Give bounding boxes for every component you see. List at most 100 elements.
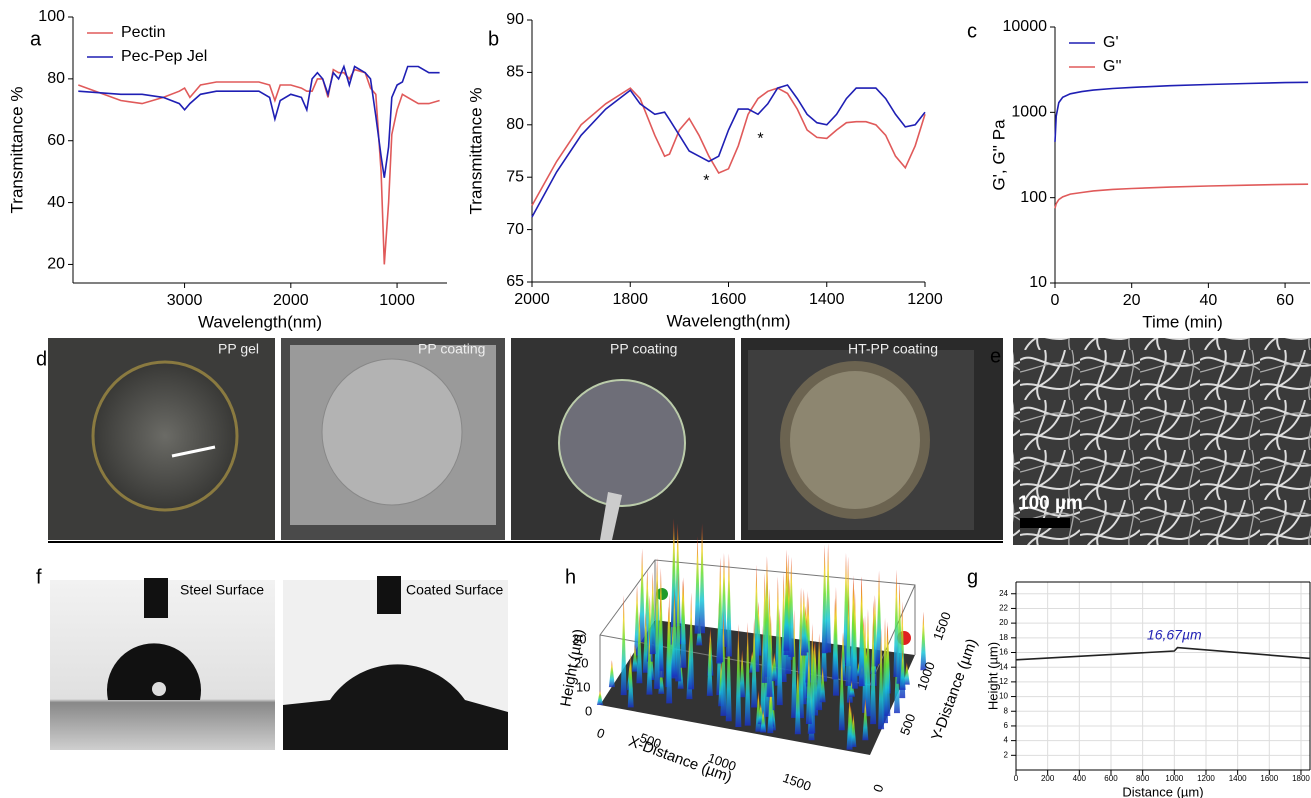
- surface-spike: [920, 611, 927, 671]
- surface-spike: [608, 660, 615, 688]
- photo-caption: HT-PP coating: [848, 341, 938, 357]
- y-tick-label: 80: [506, 116, 524, 133]
- x-tick-label: 0: [1014, 774, 1019, 783]
- needle: [377, 576, 401, 614]
- y-tick-label: 12: [999, 677, 1008, 686]
- panel-label: f: [36, 566, 42, 588]
- panel-label: c: [967, 20, 977, 42]
- series-line: [531, 84, 926, 218]
- surface-spike: [832, 597, 839, 680]
- surface-spike: [776, 608, 783, 706]
- surface-spike: [783, 565, 790, 651]
- surface-spike: [649, 572, 656, 655]
- y-tick-label: 100: [38, 8, 65, 25]
- photo-caption: Steel Surface: [180, 582, 264, 598]
- surface-spike: [720, 610, 727, 716]
- surface-spike: [739, 649, 746, 698]
- tweezers: [600, 492, 622, 540]
- panel-label: b: [488, 28, 499, 50]
- surface-spike: [761, 573, 768, 683]
- surface-spike: [862, 615, 869, 713]
- x-tick-label: 200: [1041, 774, 1055, 783]
- x-tick-label: 20: [1123, 292, 1141, 309]
- surface-spike: [896, 581, 903, 684]
- surface-spike: [688, 592, 695, 690]
- surface-spike: [639, 548, 646, 643]
- x-tick-label: 40: [1199, 292, 1217, 309]
- y-tick-label: 8: [1004, 706, 1009, 715]
- surface-spike: [805, 596, 812, 683]
- sem-image: [1013, 338, 1311, 545]
- surface-spike: [670, 518, 677, 628]
- y-tick-label: 100: [1020, 189, 1047, 206]
- surface-spike: [627, 652, 634, 708]
- surface-spike: [870, 617, 877, 725]
- x-tick-label: 1000: [379, 292, 415, 309]
- surface-spike: [876, 570, 883, 664]
- surface-spike: [620, 594, 627, 696]
- panel-label: h: [565, 566, 576, 588]
- x-tick-label: 0: [1051, 292, 1060, 309]
- y-tick-label: 16: [999, 648, 1008, 657]
- panel-label: d: [36, 348, 47, 370]
- x-tick-label: 800: [1136, 774, 1150, 783]
- x-axis-label: Time (min): [1142, 312, 1223, 331]
- scale-bar: [1020, 518, 1070, 528]
- x-axis-label: Wavelength(nm): [666, 311, 790, 330]
- surface-spike: [825, 543, 832, 653]
- x-tick-label: 2000: [514, 291, 550, 308]
- y-tick-label: 0: [870, 782, 887, 794]
- y-tick-label: 20: [47, 256, 65, 273]
- surface-spike: [751, 618, 758, 708]
- x-tick-label: 1200: [1197, 774, 1215, 783]
- gel-drop: [91, 360, 239, 512]
- series-line: [1054, 81, 1309, 142]
- y-tick-label: 90: [506, 11, 524, 28]
- legend-label: Pec-Pep Jel: [121, 48, 207, 65]
- surface-spike: [851, 588, 858, 689]
- coating: [780, 361, 930, 519]
- surface-spike: [788, 556, 795, 657]
- y-tick-label: 500: [897, 712, 919, 738]
- photo-caption: Coated Surface: [406, 582, 503, 598]
- surface-spike: [699, 523, 706, 634]
- surface-spike: [646, 630, 653, 695]
- y-tick-label: 85: [506, 64, 524, 81]
- x-tick-label: 1500: [781, 770, 813, 794]
- y-tick-label: 1500: [930, 610, 954, 642]
- surface-spike: [717, 557, 724, 663]
- surface-spike: [675, 572, 682, 682]
- surface-spike: [800, 589, 807, 656]
- surface-spike: [631, 644, 638, 672]
- marker: [656, 588, 668, 600]
- droplet: [283, 664, 508, 750]
- annotation: *: [757, 131, 763, 148]
- surface-spike: [760, 709, 767, 733]
- x-tick-label: 1400: [1229, 774, 1247, 783]
- x-tick-label: 1400: [809, 291, 845, 308]
- y-tick-label: 18: [999, 633, 1008, 642]
- y-tick-label: 1000: [914, 660, 938, 692]
- surface-spike: [819, 666, 826, 703]
- annotation: *: [703, 173, 709, 190]
- x-tick-label: 1000: [1165, 774, 1183, 783]
- surface-spike: [771, 652, 778, 682]
- y-tick-label: 14: [999, 662, 1008, 671]
- series-line: [78, 64, 440, 178]
- surface-spike: [766, 588, 773, 697]
- x-tick-label: 0: [595, 725, 607, 742]
- series-line: [1054, 183, 1309, 209]
- surface-spike: [680, 577, 687, 668]
- legend-label: Pectin: [121, 24, 165, 41]
- z-tick-label: 10: [576, 679, 590, 694]
- scale-bar-label: 100 µm: [1018, 493, 1083, 514]
- y-tick-label: 20: [999, 618, 1008, 627]
- needle: [144, 578, 168, 618]
- surface-spike: [725, 553, 732, 657]
- surface-spike: [899, 649, 906, 690]
- z-tick-label: 0: [585, 703, 592, 718]
- y-axis-label: Y-Distance (µm): [928, 637, 981, 744]
- surface-spike: [666, 593, 673, 704]
- x-tick-label: 1800: [1292, 774, 1310, 783]
- y-tick-label: 1000: [1011, 104, 1047, 121]
